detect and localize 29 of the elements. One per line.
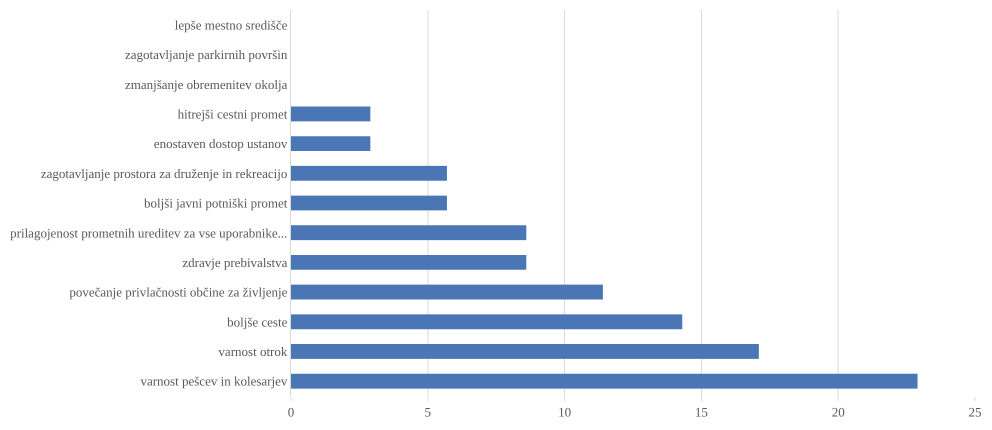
y-tick-label: zagotavljanje parkirnih površin <box>124 47 288 62</box>
x-tick-label: 15 <box>694 404 708 420</box>
bar <box>291 284 603 300</box>
bar <box>291 225 526 240</box>
bar <box>291 136 370 152</box>
y-tick-label: boljši javni potniški promet <box>144 196 288 211</box>
bar <box>291 106 370 122</box>
bar <box>291 344 759 359</box>
bar <box>291 166 447 181</box>
y-tick-label: prilagojenost prometnih ureditev za vse uporabnike... <box>10 225 288 240</box>
x-tick-label: 5 <box>424 404 432 420</box>
y-tick-label: varnost otrok <box>218 344 288 360</box>
x-tick-label: 20 <box>832 404 845 420</box>
x-tick-label: 0 <box>288 404 294 420</box>
y-tick-label: povečanje privlačnosti občine za življenje <box>69 284 288 300</box>
bar <box>291 314 682 330</box>
bar <box>291 196 447 210</box>
bar <box>291 374 918 389</box>
y-tick-label: boljše ceste <box>227 314 288 330</box>
y-tick-label: hitrejši cestni promet <box>178 106 288 122</box>
y-tick-label: zmanjšanje obremenitev okolja <box>124 76 288 92</box>
y-tick-label: varnost pešcev in kolesarjev <box>140 374 288 389</box>
y-tick-label: lepše mestno središče <box>174 17 288 32</box>
x-tick-label: 10 <box>558 404 572 420</box>
y-tick-label: zdravje prebivalstva <box>182 254 288 270</box>
bar <box>291 254 526 270</box>
y-tick-label: enostaven dostop ustanov <box>154 136 288 152</box>
y-tick-label: zagotavljanje prostora za druženje in rekreacijo <box>40 166 288 181</box>
x-tick-label: 25 <box>968 404 982 420</box>
